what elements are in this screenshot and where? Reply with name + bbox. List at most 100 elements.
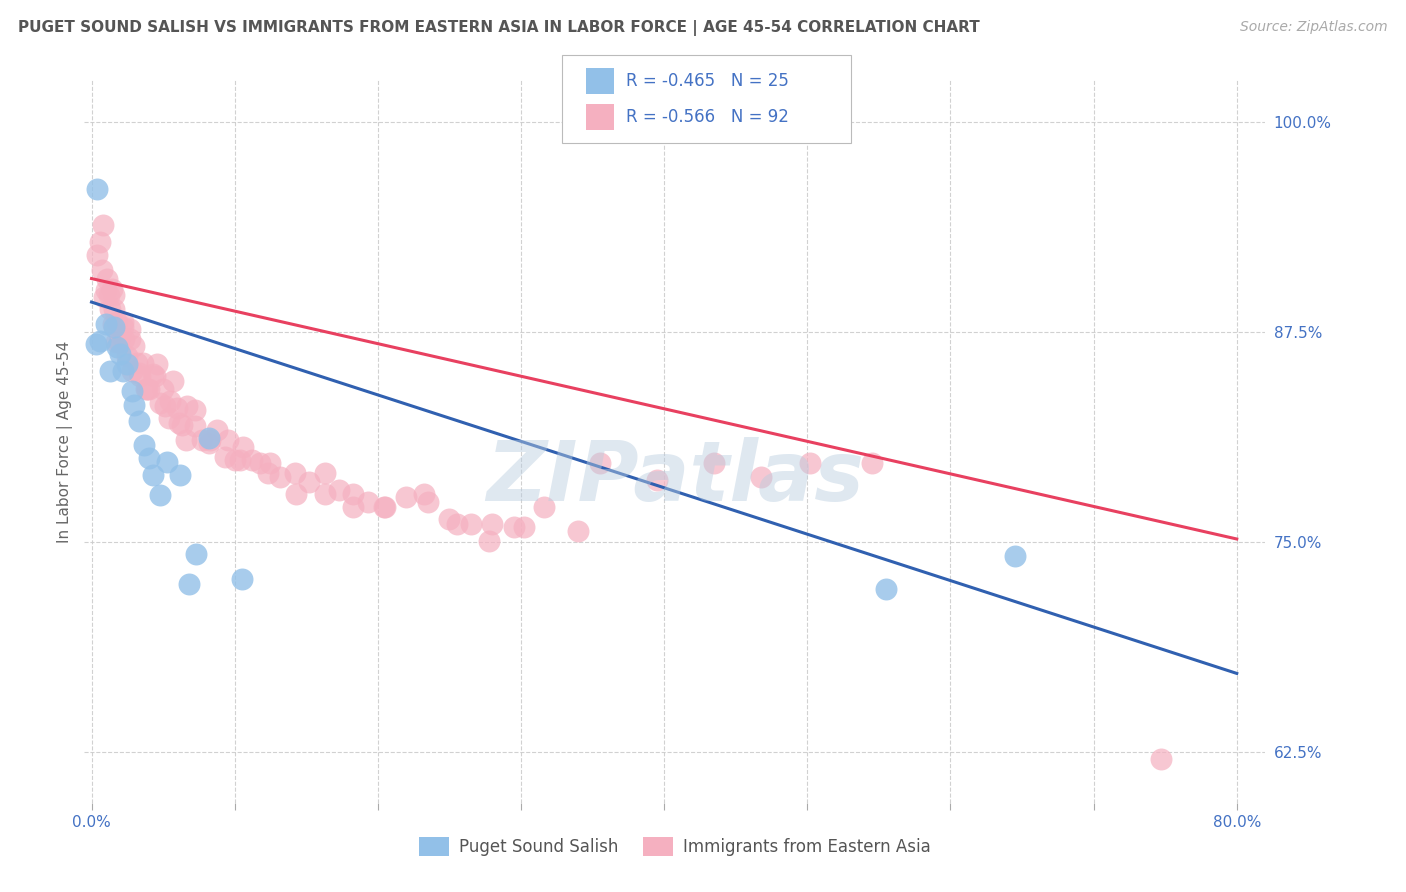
Point (111, 320, 134, 334)
Point (124, 339, 146, 353)
Point (342, 486, 364, 500)
Point (86, 182, 108, 196)
Point (357, 495, 380, 509)
Point (513, 520, 536, 534)
Point (217, 433, 239, 447)
Point (284, 467, 307, 481)
Point (142, 368, 165, 382)
Point (481, 516, 503, 531)
Point (124, 398, 146, 412)
Point (156, 455, 179, 469)
Point (174, 433, 197, 447)
Point (105, 341, 128, 355)
Text: Source: ZipAtlas.com: Source: ZipAtlas.com (1240, 20, 1388, 34)
Point (170, 417, 193, 432)
Point (117, 349, 139, 363)
Text: R = -0.465   N = 25: R = -0.465 N = 25 (626, 72, 789, 90)
Point (298, 475, 321, 489)
Point (328, 483, 350, 498)
Point (100, 282, 122, 296)
Point (111, 315, 134, 329)
Point (860, 456, 883, 470)
Point (132, 355, 155, 369)
Point (89, 235, 111, 249)
Point (198, 431, 221, 445)
Point (153, 399, 176, 413)
Point (152, 383, 174, 397)
Point (256, 467, 278, 481)
Point (177, 577, 200, 591)
Point (446, 516, 468, 531)
Point (1150, 752, 1173, 766)
Point (200, 433, 222, 447)
Point (121, 384, 143, 398)
Point (229, 453, 252, 467)
Point (117, 357, 139, 371)
Point (249, 456, 271, 470)
Point (502, 520, 524, 534)
Point (183, 419, 205, 434)
Point (104, 335, 127, 350)
Point (167, 416, 190, 430)
Point (94, 283, 117, 297)
Point (86, 248, 108, 262)
Point (96, 271, 118, 285)
Point (108, 347, 131, 361)
Point (134, 438, 156, 452)
Point (162, 374, 184, 388)
Point (136, 383, 159, 397)
Point (111, 364, 134, 378)
Point (121, 364, 143, 378)
Point (207, 423, 229, 437)
Point (89, 334, 111, 348)
Point (416, 495, 439, 509)
Point (103, 320, 125, 334)
Point (533, 500, 555, 514)
Point (460, 516, 482, 531)
Point (645, 473, 668, 487)
Point (105, 315, 128, 329)
Point (103, 288, 125, 302)
Point (149, 488, 172, 502)
Point (84, 337, 107, 351)
Point (103, 301, 125, 316)
Point (224, 453, 246, 467)
Point (183, 402, 205, 417)
Point (128, 414, 150, 428)
Point (214, 450, 236, 464)
Point (120, 332, 142, 346)
Point (114, 332, 136, 346)
Point (240, 453, 263, 467)
Point (412, 486, 434, 500)
Point (231, 572, 253, 586)
Point (314, 467, 336, 481)
Point (94, 317, 117, 331)
Point (135, 383, 157, 397)
Point (439, 512, 461, 526)
Point (128, 366, 150, 380)
Point (138, 383, 160, 397)
Point (138, 451, 160, 466)
Point (108, 328, 131, 343)
Text: R = -0.566   N = 92: R = -0.566 N = 92 (626, 108, 789, 126)
Point (184, 547, 207, 561)
Point (101, 317, 124, 331)
Legend: Puget Sound Salish, Immigrants from Eastern Asia: Puget Sound Salish, Immigrants from East… (412, 830, 938, 863)
Point (129, 369, 152, 384)
Point (232, 440, 254, 454)
Point (107, 335, 129, 350)
Point (176, 399, 198, 413)
Text: ZIPatlas: ZIPatlas (486, 437, 863, 518)
Point (342, 500, 364, 514)
Point (1004, 549, 1026, 563)
Point (373, 500, 395, 514)
Point (285, 486, 308, 500)
Point (143, 369, 166, 384)
Y-axis label: In Labor Force | Age 45-54: In Labor Force | Age 45-54 (58, 341, 73, 542)
Point (169, 468, 191, 483)
Point (190, 433, 212, 447)
Point (166, 401, 188, 415)
Point (146, 357, 169, 371)
Point (567, 524, 589, 538)
Point (157, 411, 180, 425)
